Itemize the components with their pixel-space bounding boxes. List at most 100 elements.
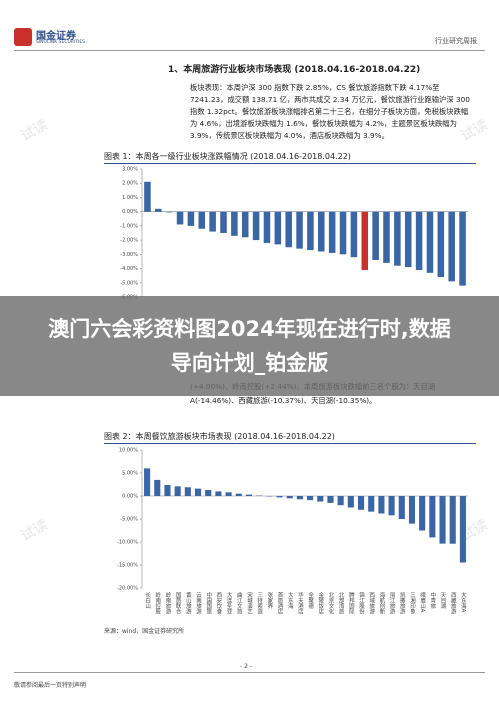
bar	[235, 493, 242, 496]
y-tick-label: -2.00%	[120, 238, 138, 244]
paragraph: 板块表现：本周沪深 300 指数下跌 2.85%，CS 餐饮旅游指数下跌 4.1…	[190, 83, 470, 140]
x-tick-label: 岭南控股	[154, 591, 161, 616]
bar	[205, 490, 212, 496]
bar	[383, 211, 390, 263]
bar	[155, 208, 162, 212]
x-tick-label: 中国国旅	[205, 591, 212, 616]
bar	[404, 211, 412, 268]
y-tick-label: -10.00%	[117, 540, 138, 546]
bar	[439, 496, 446, 544]
x-tick-label: 大东海	[287, 591, 294, 610]
bar	[198, 211, 206, 229]
footer-rule	[14, 672, 485, 673]
bar	[448, 211, 455, 282]
bar	[187, 211, 195, 226]
bar	[415, 211, 423, 270]
page-number: - 2 -	[240, 663, 252, 670]
bar	[209, 211, 216, 232]
y-tick-label: 2.00%	[122, 181, 138, 187]
watermark: 试读	[18, 116, 51, 145]
bar	[276, 496, 283, 498]
bar	[378, 496, 385, 514]
bar	[296, 496, 303, 500]
logo-icon	[14, 28, 32, 46]
bar	[245, 494, 253, 496]
bar	[215, 491, 222, 496]
report-type: 行业研究周报	[435, 37, 477, 45]
bar	[176, 211, 184, 225]
bar	[165, 211, 173, 213]
x-tick-label: 宋城演艺	[246, 591, 253, 615]
x-tick-label: 张家界	[266, 591, 273, 610]
bar	[327, 496, 334, 503]
bar	[307, 211, 314, 251]
bar	[220, 211, 227, 233]
watermark: 试读	[18, 516, 51, 545]
source: 来源：wind，国金证券研究所	[104, 628, 185, 635]
x-tick-label: 大东海A	[460, 591, 467, 613]
x-tick-label: 三特索道	[256, 592, 263, 616]
x-tick-label: 金陵饭店	[317, 591, 324, 616]
x-tick-label: 北京文化	[327, 591, 334, 616]
chart: 10.00% 5.00% 0.00% -5.00% -10.00% -15.00% -20.…	[117, 448, 468, 616]
x-tick-label: 西域旅游	[368, 592, 375, 616]
bar	[350, 211, 358, 258]
x-tick-label: 锦江股份	[358, 591, 365, 616]
chart: 3.00% 2.00% 1.00% 0.00% -1.00% -2.00% -3.00% -4…	[120, 167, 468, 301]
bar	[154, 479, 161, 496]
x-tick-label: 海航创新	[378, 591, 385, 616]
bar	[437, 211, 445, 278]
bar	[307, 496, 314, 501]
bar	[328, 211, 336, 253]
x-tick-label: 国旅联合	[175, 592, 182, 616]
bar	[184, 487, 191, 496]
x-tick-label: 凯撒旅游	[399, 591, 406, 616]
bar	[372, 211, 379, 261]
bar	[263, 211, 271, 243]
x-tick-label: 岭南旅游	[164, 591, 171, 616]
x-tick-label: 丽江旅游	[389, 592, 396, 616]
bar	[459, 211, 466, 286]
x-tick-label: 三湘印象	[409, 592, 416, 615]
y-tick-label: -4.00%	[120, 266, 138, 272]
bar	[361, 211, 369, 270]
y-tick-label: 0.00%	[122, 494, 138, 500]
banner-text: 澳门六会彩资料图2024年现在进行时,数据导向计划_铂金版	[48, 317, 451, 375]
x-tick-label: 大连圣亚	[226, 591, 233, 615]
x-tick-label: 西藏旅游	[450, 592, 457, 616]
bar	[337, 496, 344, 506]
bar	[174, 486, 181, 496]
section-title: 1、本周旅游行业板块市场表现 (2018.04.16-2018.04.22)	[168, 65, 421, 75]
x-tick-label: 西安饮食	[215, 592, 222, 616]
banner: 澳门六会彩资料图2024年现在进行时,数据导向计划_铂金版	[0, 296, 499, 396]
y-tick-label: 3.00%	[122, 167, 138, 173]
bar	[296, 211, 303, 249]
x-tick-label: 首旅酒店	[277, 591, 284, 616]
bar	[419, 496, 426, 531]
y-tick-label: 0.00%	[122, 209, 138, 215]
bar	[449, 496, 456, 544]
logo-en: SINOLINK SECURITIES	[36, 40, 86, 45]
bar	[318, 211, 325, 252]
y-tick-label: 1.00%	[122, 195, 138, 201]
bar	[368, 496, 375, 512]
bar	[231, 211, 238, 236]
bar	[394, 211, 401, 266]
y-tick-label: -5.00%	[120, 280, 138, 286]
y-tick-label: -1.00%	[120, 223, 138, 229]
bar	[164, 484, 171, 496]
y-tick-label: -20.00%	[117, 586, 138, 592]
header-rule	[14, 50, 485, 51]
x-tick-label: 黄山旅游	[185, 591, 192, 616]
footer-note: 敬请参阅最后一页特别声明	[14, 682, 87, 689]
figure-title: 图表 1：本周各一级行业板块涨跌幅情况 (2018.04.16-2018.04.…	[104, 151, 476, 164]
bar	[144, 181, 151, 212]
x-tick-label: 云南旅游	[195, 592, 202, 616]
bar	[388, 496, 395, 516]
bar	[317, 496, 324, 502]
bar	[286, 496, 293, 499]
x-tick-label: 中青旅	[429, 591, 436, 610]
y-tick-label: -15.00%	[117, 563, 138, 569]
bar	[429, 496, 436, 538]
